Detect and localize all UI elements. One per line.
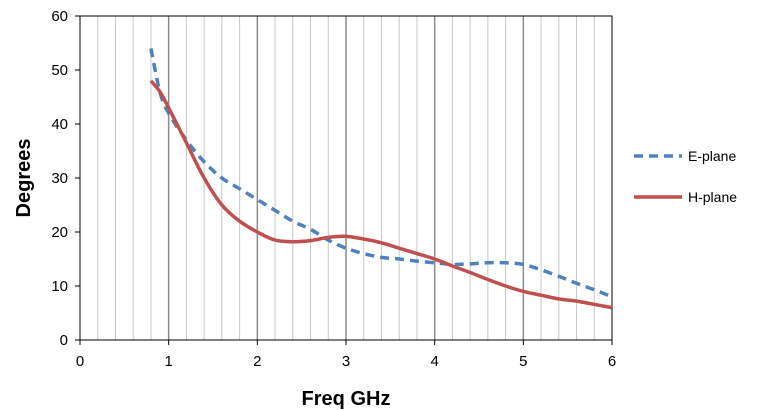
y-tick-label: 0 [60,332,68,349]
series-lines [149,48,613,310]
x-tick-label: 4 [430,353,438,370]
y-tick-label: 30 [51,170,68,187]
legend-label-h-plane: H-plane [688,189,737,205]
y-tick-label: 40 [51,116,68,133]
y-tick-label: 50 [51,62,68,79]
x-axis-title: Freq GHz [302,388,391,410]
legend: E-plane H-plane [634,148,737,205]
x-tick-label: 2 [253,353,261,370]
x-tick-labels: 0 1 2 3 4 5 6 [76,340,616,370]
x-tick-label: 6 [608,353,616,370]
series-line-e-plane [149,48,613,299]
grid-lines [97,16,595,340]
y-tick-label: 60 [51,8,68,25]
x-tick-label: 1 [164,353,172,370]
y-tick-label: 20 [51,224,68,241]
y-tick-label: 10 [51,278,68,295]
x-tick-label: 3 [342,353,350,370]
x-tick-label: 0 [76,353,84,370]
y-axis-title: Degrees [13,139,35,218]
legend-label-e-plane: E-plane [688,148,736,164]
y-tick-labels: 0 10 20 30 40 50 60 [51,8,80,349]
series-line-h-plane [149,79,613,310]
x-tick-label: 5 [519,353,527,370]
